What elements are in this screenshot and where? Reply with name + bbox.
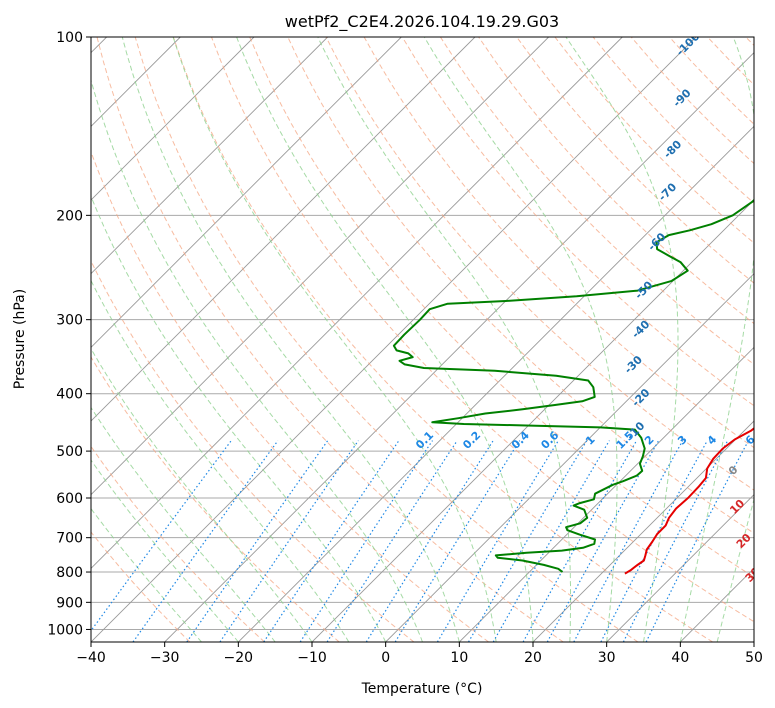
isotherm-label: 40: [750, 599, 770, 619]
mixing-ratio-line: [365, 440, 494, 642]
mixing-ratio-label: 6: [743, 433, 758, 448]
dry-adiabat-line: [91, 531, 191, 642]
dry-adiabat-line: [134, 37, 639, 642]
mixing-ratio-line: [645, 440, 749, 642]
isotherm-line: [385, 273, 754, 642]
y-tick-label: 400: [56, 387, 83, 403]
mixing-ratio-line: [186, 440, 329, 642]
mixing-ratio-line: [263, 440, 400, 642]
moist-adiabats: [91, 37, 754, 642]
plot-frame: [90, 36, 755, 643]
mixing-ratio-line: [573, 440, 684, 642]
isotherm-line: [164, 52, 754, 642]
mixing-ratio-line: [132, 440, 279, 642]
mixing-ratio-line: [546, 440, 660, 642]
y-tick-label: 1000: [47, 622, 83, 638]
moist-adiabat-line: [317, 37, 572, 642]
isotherm-line: [532, 420, 754, 642]
x-tick-label: 30: [598, 650, 616, 666]
mixing-ratio-line: [492, 440, 610, 642]
y-tick-label: 300: [56, 313, 83, 329]
moist-adiabat-line: [91, 406, 276, 642]
dry-adiabat-line: [91, 150, 489, 642]
y-tick-label: 900: [56, 595, 83, 611]
isotherm-line: [91, 37, 476, 422]
moist-adiabat-line: [716, 497, 754, 642]
moist-adiabat-line: [172, 37, 497, 642]
isotherm-label: 30: [743, 565, 763, 585]
dry-adiabat-line: [91, 259, 415, 642]
dry-adiabat-line: [325, 37, 754, 491]
dry-adiabat-line: [401, 37, 754, 407]
y-axis-ticks: 100 200 300 400 500 600 700 800 900 1000: [47, 30, 91, 638]
mixing-ratio-line: [394, 440, 521, 642]
sounding-profiles: [392, 198, 754, 575]
moist-adiabat-line: [236, 37, 534, 642]
y-tick-label: 600: [56, 491, 83, 507]
x-tick-label: 10: [450, 650, 468, 666]
dewpoint-profile-line: [392, 198, 754, 573]
dry-adiabat-line: [439, 37, 754, 366]
moist-adiabat-line: [423, 37, 618, 642]
dry-adiabat-line: [91, 356, 340, 642]
x-tick-label: −10: [297, 650, 327, 666]
dry-adiabat-line: [91, 445, 265, 642]
isotherm-line: [91, 37, 255, 201]
y-tick-label: 700: [56, 531, 83, 547]
mixing-ratio-line: [522, 440, 638, 642]
moist-adiabat-line: [91, 195, 387, 642]
isotherm-line: [606, 494, 754, 642]
x-tick-label: −20: [224, 650, 254, 666]
isotherm-line: [91, 37, 402, 348]
y-tick-label: 100: [56, 30, 83, 46]
x-tick-label: 0: [381, 650, 390, 666]
y-tick-label: 800: [56, 565, 83, 581]
isotherm-line: [91, 37, 328, 275]
chart-title: wetPf2_C2E4.2026.104.19.29.G03: [285, 12, 559, 32]
mixing-ratio-lines: [91, 440, 749, 642]
moist-adiabat-line: [679, 37, 754, 642]
x-axis-label: Temperature (°C): [361, 681, 483, 697]
x-tick-label: −40: [76, 650, 106, 666]
dry-adiabat-line: [211, 37, 754, 623]
x-axis-ticks: −40 −30 −20 −10 0 10 20 30 40 50: [76, 642, 763, 666]
moist-adiabat-line: [91, 459, 239, 642]
mixing-ratio-line: [326, 440, 458, 642]
temperature-profile-line: [624, 427, 754, 575]
isotherm-line: [91, 37, 623, 569]
mixing-ratio-line: [299, 440, 433, 642]
x-tick-label: 40: [671, 650, 689, 666]
dry-adiabat-line: [96, 37, 564, 642]
plot-area: -100-90-80-70-60-50-40-30-20-100.1 0.2 0.4…: [91, 37, 770, 642]
mixing-ratio-line: [467, 440, 588, 642]
dry-adiabat-line: [249, 37, 754, 578]
moist-adiabat-line: [565, 37, 679, 642]
y-tick-label: 200: [56, 208, 83, 224]
y-axis-label: Pressure (hPa): [12, 289, 28, 389]
y-tick-label: 500: [56, 444, 83, 460]
mixing-ratio-line: [436, 440, 559, 642]
x-tick-label: 50: [745, 650, 763, 666]
mixing-ratio-line: [91, 440, 232, 632]
moist-adiabat-line: [91, 347, 313, 642]
isotherm-line: [238, 125, 754, 642]
x-tick-label: 20: [524, 650, 542, 666]
isotherm-line: [459, 346, 754, 642]
x-tick-label: −30: [150, 650, 180, 666]
isotherm-line: [91, 37, 549, 496]
moist-adiabat-line: [121, 37, 460, 642]
dry-adiabat-line: [172, 37, 713, 642]
